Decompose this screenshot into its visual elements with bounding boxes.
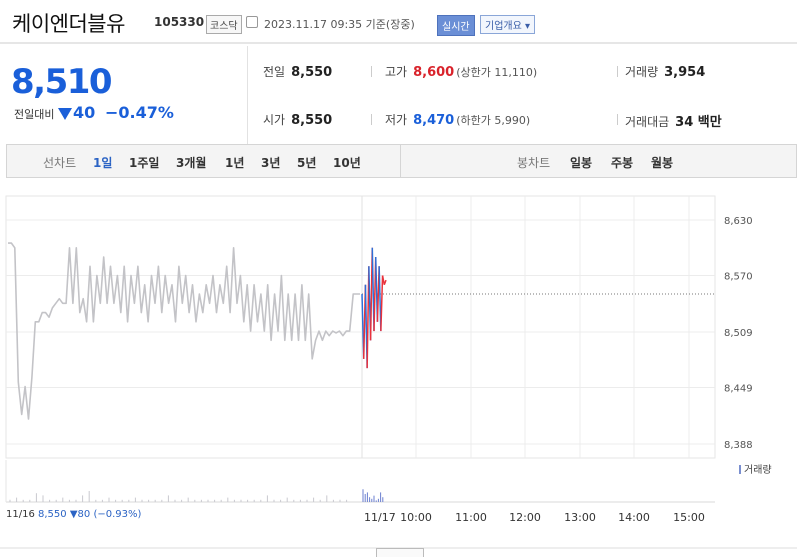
x-tick-label: 15:00 [673, 511, 705, 524]
divider [371, 114, 372, 125]
amount-label: 거래대금 [625, 115, 670, 129]
x-date-label: 11/17 [364, 511, 396, 524]
chart-period-tabs: 선차트 1일 1주일 3개월 1년 3년 5년 10년 봉차트 일봉 주봉 월봉 [6, 144, 797, 178]
plot-frame [5, 195, 716, 459]
divider [617, 114, 618, 125]
y-tick-label: 8,388 [724, 440, 753, 451]
x-tick-label: 12:00 [509, 511, 541, 524]
realtime-button[interactable]: 실시간 [437, 15, 475, 36]
tab-monthly-candle[interactable]: 월봉 [651, 156, 674, 170]
y-tick-label: 8,449 [724, 384, 753, 395]
prev-day-close: 8,550 [38, 509, 67, 520]
volume-label: 거래량 [625, 65, 659, 79]
x-tick-label: 14:00 [618, 511, 650, 524]
amount-value: 34 백만 [675, 115, 722, 130]
line-chart-label: 선차트 [43, 156, 77, 170]
intraday-price-chart: 8,630 8,570 8,509 8,449 8,388 11/17 10:00 11:00… [0, 195, 797, 549]
quote-datetime: 2023.11.17 09:35 기준(장중) [264, 18, 415, 31]
prev-day-summary: 11/16 8,550 ▼80 (−0.93%) [6, 509, 141, 520]
today-price-segment [383, 279, 387, 286]
scroll-handle[interactable] [376, 548, 424, 557]
prev-day-pct: (−0.93%) [93, 509, 142, 520]
prev-day-arrow: ▼ [69, 509, 78, 520]
open-cell: 시가 8,550 [263, 111, 332, 128]
clock-icon [246, 16, 258, 28]
stock-header: 케이엔더블유 105330 코스닥 2023.11.17 09:35 기준(장중… [0, 0, 797, 44]
prev-close-label: 전일 [263, 65, 286, 79]
high-cell: 고가 8,600 (상한가 11,110) [385, 63, 537, 80]
divider [371, 66, 372, 77]
y-tick-label: 8,630 [724, 216, 753, 227]
prev-close-cell: 전일 8,550 [263, 63, 332, 80]
current-price-panel: 8,510 전일대비 40 −0.47% [0, 46, 248, 144]
volume-legend-label: 거래량 [744, 465, 772, 476]
today-price-segment [380, 275, 384, 332]
prev-close-value: 8,550 [291, 65, 333, 80]
x-tick-label: 10:00 [400, 511, 432, 524]
market-badge: 코스닥 [206, 15, 242, 34]
amount-cell: 거래대금 34 백만 [625, 111, 722, 130]
today-price-segment [381, 275, 386, 285]
volume-legend-swatch [739, 465, 741, 474]
tab-3month[interactable]: 3개월 [176, 156, 207, 170]
prev-day-date: 11/16 [6, 509, 35, 520]
tab-10year[interactable]: 10년 [333, 156, 361, 170]
tab-1year[interactable]: 1년 [225, 156, 245, 170]
tab-3year[interactable]: 3년 [261, 156, 281, 170]
open-value: 8,550 [291, 113, 333, 128]
low-label: 저가 [385, 113, 408, 127]
tab-1week[interactable]: 1주일 [129, 156, 160, 170]
tab-weekly-candle[interactable]: 주봉 [611, 156, 634, 170]
upper-limit: (상한가 11,110) [456, 66, 538, 79]
company-overview-dropdown[interactable]: 기업개요 ▾ [480, 15, 535, 34]
stock-name: 케이엔더블유 [12, 12, 125, 36]
open-label: 시가 [263, 113, 286, 127]
low-value: 8,470 [413, 113, 455, 128]
quote-info-table: 전일 8,550 고가 8,600 (상한가 11,110) 거래량 3,954 시가 8… [249, 46, 797, 144]
volume-cell: 거래량 3,954 [625, 63, 705, 80]
price-change: 40 [73, 103, 96, 122]
lower-limit: (하한가 5,990) [456, 114, 531, 127]
price-change-pct: −0.47% [105, 103, 174, 122]
tab-1day[interactable]: 1일 [93, 156, 113, 170]
high-label: 고가 [385, 65, 408, 79]
low-cell: 저가 8,470 (하한가 5,990) [385, 111, 530, 128]
prev-day-price-line [8, 242, 360, 420]
volume-value: 3,954 [664, 65, 706, 80]
tab-5year[interactable]: 5년 [297, 156, 317, 170]
current-price: 8,510 [11, 62, 113, 102]
compare-label: 전일대비 [14, 108, 55, 121]
x-tick-label: 13:00 [564, 511, 596, 524]
y-tick-label: 8,509 [724, 328, 753, 339]
divider [617, 66, 618, 77]
volume-legend: 거래량 [739, 461, 772, 476]
stock-code: 105330 [154, 15, 205, 29]
x-tick-label: 11:00 [455, 511, 487, 524]
y-tick-label: 8,570 [724, 272, 753, 283]
candle-chart-label: 봉차트 [517, 156, 551, 170]
down-arrow-icon [58, 108, 72, 120]
high-value: 8,600 [413, 65, 455, 80]
prev-day-change: 80 [77, 509, 91, 520]
tab-divider [400, 145, 401, 177]
tab-daily-candle[interactable]: 일봉 [570, 156, 593, 170]
